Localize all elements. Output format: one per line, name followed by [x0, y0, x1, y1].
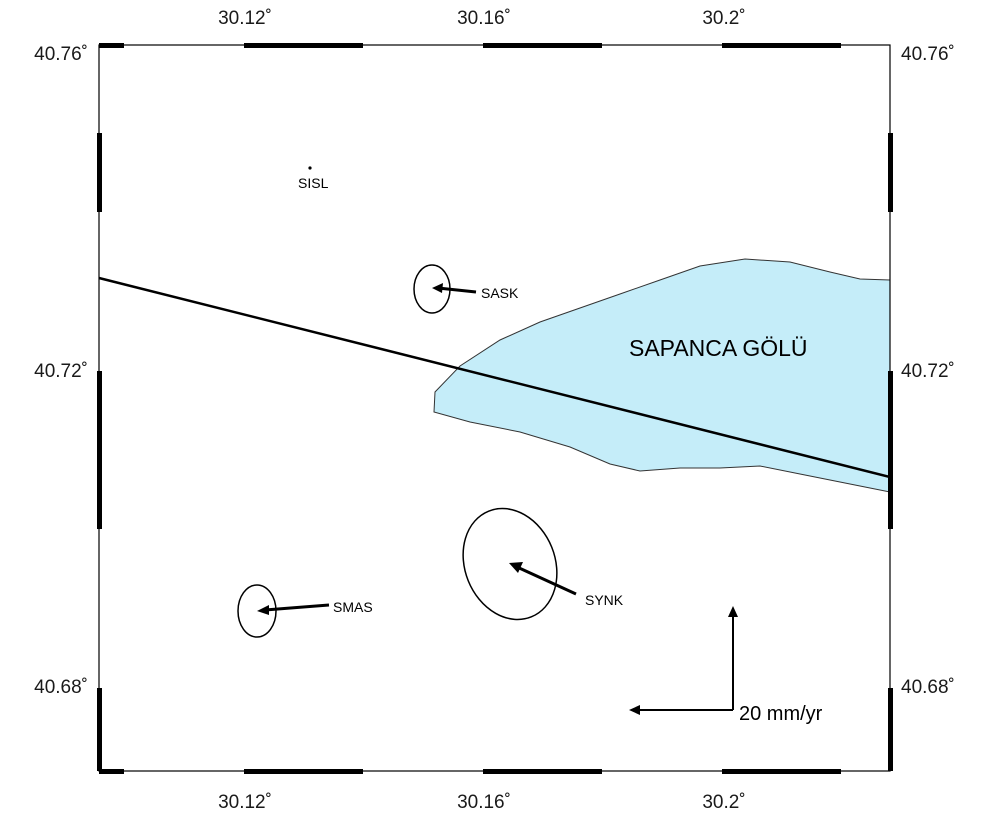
frame-bar-top-3	[722, 43, 841, 48]
frame-bar-bottom-2	[483, 769, 602, 774]
fault-line	[98, 276, 891, 479]
error-ellipse-synk	[462, 507, 558, 621]
frame-bar-top-2	[483, 43, 602, 48]
station-label-sask: SASK	[481, 285, 519, 301]
x-tick-bottom-2: 30.16˚	[457, 792, 511, 813]
scale-label: 20 mm/yr	[739, 703, 823, 725]
scale-arrowhead-west	[629, 705, 640, 715]
station-label-smas: SMAS	[333, 599, 373, 615]
y-tick-right-2: 40.72˚	[901, 361, 955, 382]
frame-bar-right-1	[888, 371, 893, 529]
frame-bar-bottom-0	[99, 769, 124, 774]
velocity-arrowhead-smas	[257, 605, 269, 615]
frame-bar-top-0	[99, 43, 124, 48]
velocity-arrow-synk	[516, 565, 577, 596]
stations: SISL SASK SMAS SYNK	[237, 166, 624, 638]
error-ellipse-smas	[237, 584, 277, 638]
x-tick-bottom-3: 30.2˚	[702, 792, 745, 813]
scale-arrowhead-north	[728, 606, 738, 617]
map-frame	[97, 43, 893, 774]
frame-bar-bottom-1	[244, 769, 363, 774]
x-tick-top-2: 30.16˚	[457, 8, 511, 29]
x-tick-bottom-1: 30.12˚	[218, 792, 272, 813]
y-tick-left-2: 40.72˚	[34, 361, 88, 382]
frame-bar-top-1	[244, 43, 363, 48]
station-marker-sisl	[308, 166, 312, 170]
velocity-arrowhead-sask	[432, 283, 443, 293]
y-tick-right-3: 40.68˚	[901, 677, 955, 698]
y-tick-left-1: 40.76˚	[34, 44, 88, 65]
station-label-sisl: SISL	[298, 175, 329, 191]
velocity-scale: 20 mm/yr	[629, 606, 823, 725]
frame-bar-left-2	[97, 688, 102, 771]
station-label-synk: SYNK	[585, 592, 624, 608]
frame-bar-left-1	[97, 371, 102, 529]
tick-labels: 30.12˚ 30.16˚ 30.2˚ 30.12˚ 30.16˚ 30.2˚ …	[34, 8, 955, 813]
x-tick-top-3: 30.2˚	[702, 8, 745, 29]
frame-bar-right-0	[888, 133, 893, 212]
frame-bar-right-2	[888, 688, 893, 771]
velocity-arrowhead-synk	[509, 562, 523, 573]
lake-label: SAPANCA GÖLÜ	[629, 335, 808, 361]
x-tick-top-1: 30.12˚	[218, 8, 272, 29]
velocity-arrow-smas	[264, 603, 330, 612]
frame-bar-left-0	[97, 133, 102, 212]
velocity-arrow-sask	[437, 286, 477, 294]
y-tick-right-1: 40.76˚	[901, 44, 955, 65]
y-tick-left-3: 40.68˚	[34, 677, 88, 698]
frame-bar-bottom-3	[722, 769, 841, 774]
sapanca-lake	[433, 258, 891, 493]
